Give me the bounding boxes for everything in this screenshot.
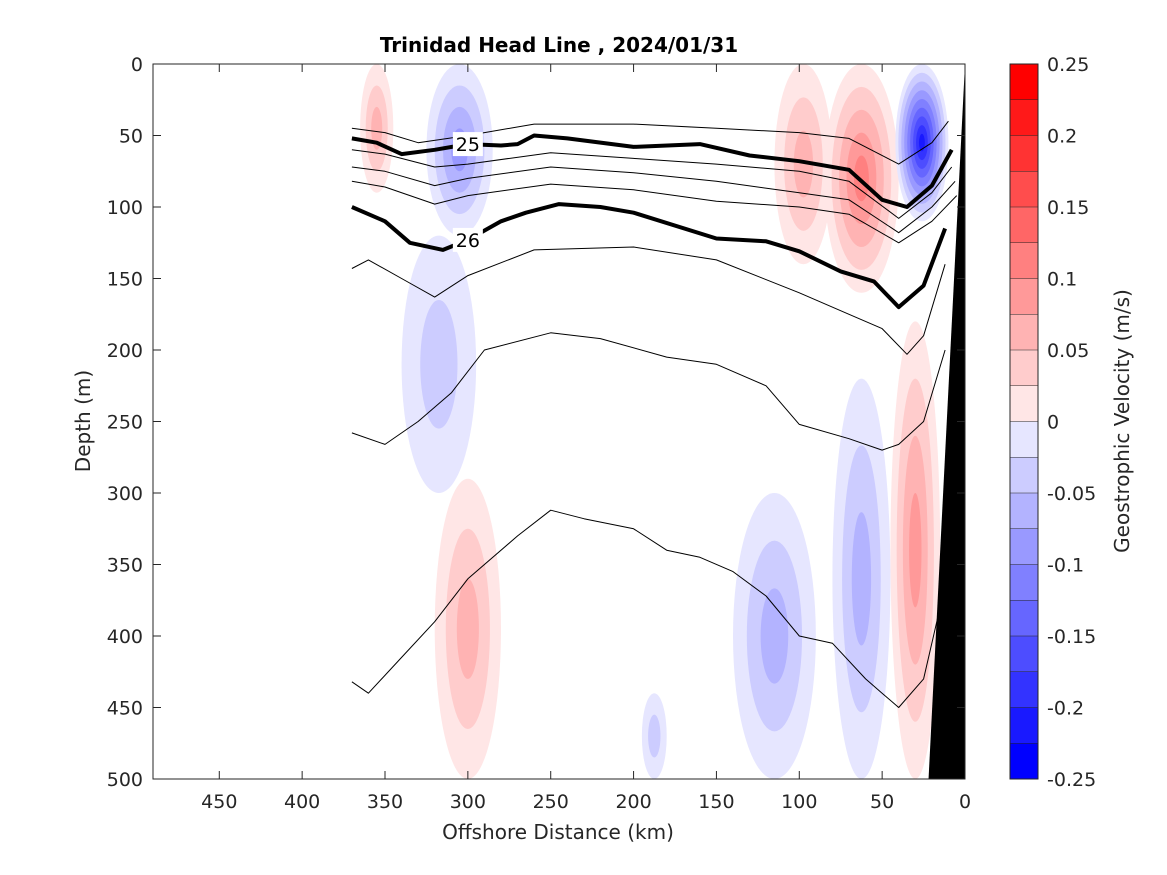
colorbar-tick-label: -0.1 — [1047, 555, 1084, 577]
velocity-patch — [909, 493, 922, 608]
colorbar-tick-label: -0.05 — [1047, 483, 1096, 505]
velocity-patch — [371, 106, 383, 150]
colorbar-swatch — [1010, 385, 1038, 422]
colorbar-swatch — [1010, 671, 1038, 708]
plot-area: 25 26 — [152, 63, 966, 780]
y-tick-label: 300 — [107, 483, 143, 505]
y-tick-label: 350 — [107, 555, 143, 577]
x-tick-label: 100 — [781, 791, 817, 813]
colorbar-swatch — [1010, 350, 1038, 387]
velocity-patch — [918, 133, 925, 152]
x-axis-label: Offshore Distance (km) — [442, 820, 674, 844]
colorbar-label: Geostrophic Velocity (m/s) — [1110, 289, 1134, 553]
colorbar-swatch — [1010, 564, 1038, 601]
colorbar-tick-label: -0.2 — [1047, 698, 1084, 720]
velocity-field — [360, 64, 949, 779]
colorbar-ticks: 0.25 0.2 0.15 0.1 0.05 0 -0.05 -0.1 -0.15 -0.2 -0.… — [1047, 54, 1096, 791]
colorbar-swatch — [1010, 242, 1038, 279]
x-tick-label: 150 — [698, 791, 734, 813]
velocity-patch — [456, 578, 479, 679]
contour-line — [351, 166, 956, 234]
contour-line — [351, 509, 941, 708]
colorbar-swatch — [1010, 64, 1038, 101]
colorbar-tick-label: 0.15 — [1047, 197, 1089, 219]
x-axis-ticks: 450 400 350 300 250 200 150 100 50 0 — [201, 64, 971, 813]
contour-line — [351, 180, 958, 244]
colorbar-tick-label: 0.25 — [1047, 54, 1089, 76]
x-tick-label: 250 — [533, 791, 569, 813]
colorbar-swatches — [1010, 64, 1038, 780]
contour-line — [351, 246, 946, 355]
colorbar-frame — [1009, 63, 1039, 780]
velocity-patch — [648, 714, 661, 758]
contour-line — [351, 202, 947, 310]
colorbar-swatch — [1010, 99, 1038, 136]
colorbar-swatch — [1010, 278, 1038, 315]
colorbar-swatch — [1010, 636, 1038, 673]
y-tick-label: 250 — [107, 412, 143, 434]
colorbar-swatch — [1010, 421, 1038, 458]
contour-label-bg — [452, 132, 483, 157]
colorbar-swatch — [1010, 135, 1038, 172]
colorbar-swatch — [1010, 707, 1038, 744]
y-tick-label: 100 — [107, 197, 143, 219]
colorbar-swatch — [1010, 457, 1038, 494]
velocity-patch — [760, 588, 789, 684]
contour-line — [351, 332, 946, 451]
colorbar-tick-label: 0.1 — [1047, 269, 1077, 291]
y-tick-label: 200 — [107, 340, 143, 362]
density-contours: 25 26 — [351, 120, 958, 708]
velocity-patch — [793, 130, 814, 198]
colorbar-swatch — [1010, 743, 1038, 780]
colorbar-swatch — [1010, 493, 1038, 530]
y-axis-label: Depth (m) — [71, 370, 95, 472]
y-axis-ticks: 0 50 100 150 200 250 300 350 400 450 500 — [107, 54, 965, 791]
colorbar-swatch — [1010, 528, 1038, 565]
colorbar: 0.25 0.2 0.15 0.1 0.05 0 -0.05 -0.1 -0.15 -0.2 -0.… — [1009, 54, 1096, 791]
colorbar-tick-label: 0.05 — [1047, 340, 1089, 362]
y-tick-label: 150 — [107, 269, 143, 291]
colorbar-tick-label: 0 — [1047, 412, 1059, 434]
x-tick-label: 450 — [201, 791, 237, 813]
x-tick-label: 300 — [450, 791, 486, 813]
y-tick-label: 500 — [107, 769, 143, 791]
contour-label: 25 — [456, 134, 480, 156]
colorbar-tick-label: -0.25 — [1047, 769, 1096, 791]
velocity-patch — [420, 299, 458, 429]
bathymetry — [928, 64, 965, 779]
y-tick-label: 50 — [119, 126, 143, 148]
colorbar-swatch — [1010, 207, 1038, 244]
contour-line — [351, 149, 953, 219]
colorbar-tick-label: 0.2 — [1047, 126, 1077, 148]
x-tick-label: 0 — [959, 791, 971, 813]
colorbar-swatch — [1010, 600, 1038, 637]
chart-title: Trinidad Head Line , 2024/01/31 — [380, 33, 738, 57]
contour-line — [351, 120, 949, 165]
y-tick-label: 400 — [107, 626, 143, 648]
colorbar-swatch — [1010, 171, 1038, 208]
x-tick-label: 50 — [870, 791, 894, 813]
y-tick-label: 0 — [131, 54, 143, 76]
colorbar-swatch — [1010, 314, 1038, 351]
y-tick-label: 450 — [107, 698, 143, 720]
contour-label-bg — [452, 227, 483, 252]
x-tick-label: 350 — [367, 791, 403, 813]
velocity-patch — [851, 512, 872, 646]
x-tick-label: 200 — [615, 791, 651, 813]
colorbar-tick-label: -0.15 — [1047, 626, 1096, 648]
contour-line — [351, 133, 954, 209]
contour-label: 26 — [456, 230, 480, 252]
bathymetry-wedge — [928, 64, 965, 779]
x-tick-label: 400 — [284, 791, 320, 813]
